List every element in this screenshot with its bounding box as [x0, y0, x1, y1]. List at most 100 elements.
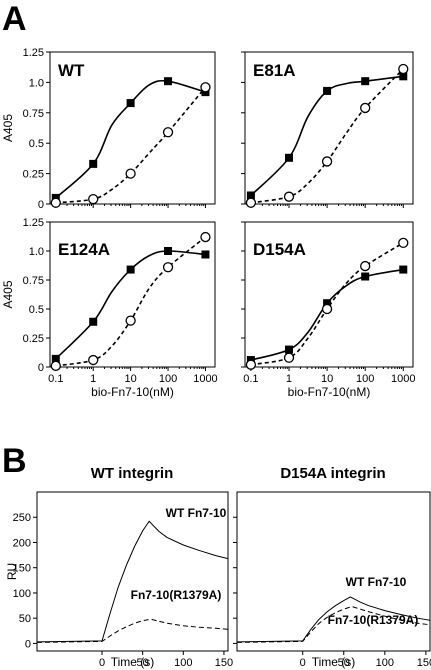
x-axis-label: Time (s)	[111, 655, 155, 669]
data-point-square	[399, 72, 408, 81]
y-tick-label: 0.25	[23, 333, 44, 345]
data-point-square	[284, 345, 293, 354]
y-tick-label: 0.5	[29, 304, 44, 316]
x-tick-label: 50	[137, 657, 149, 669]
y-tick-label: 1.25	[23, 217, 44, 229]
data-point-circle	[125, 168, 136, 179]
chart-1: 0 0.25 0.5 0.75 1.0 1.25 WT A405	[1, 47, 216, 211]
x-tick-label: 1000	[391, 373, 415, 385]
series-label: Fn7-10(R1379A)	[328, 613, 419, 627]
x-axis-label: bio-Fn7-10(nM)	[288, 385, 371, 399]
y-tick-label: 0	[38, 362, 44, 374]
plot-frame	[244, 221, 414, 368]
data-point-square	[323, 299, 332, 308]
data-point-circle	[162, 127, 174, 138]
x-tick-label: 0.1	[48, 373, 63, 385]
chart-5: 0 50 100 150 200 250 0 50 100 150 WT integrin RU Tim…	[5, 465, 233, 669]
data-point-square	[164, 77, 173, 86]
series-label: WT Fn7-10	[166, 506, 227, 520]
data-point-circle	[321, 303, 333, 315]
data-point-square	[246, 191, 255, 200]
series-line-2	[37, 618, 228, 643]
series-line-1	[55, 79, 206, 199]
x-tick-label: 150	[417, 657, 431, 669]
data-point-circle	[200, 231, 211, 243]
charts: 0 0.25 0.5 0.75 1.0 1.25 WT A405 E81A 0 0.25 0.5 0.7…	[1, 47, 431, 669]
x-tick-label: 1	[286, 373, 292, 385]
data-point-circle	[283, 191, 295, 202]
x-tick-label: 100	[376, 657, 394, 669]
y-tick-label: 0.25	[23, 169, 44, 181]
x-tick-label: 0	[99, 657, 105, 669]
data-point-circle	[50, 360, 61, 371]
data-point-circle	[125, 315, 136, 326]
data-point-circle	[245, 359, 257, 370]
x-tick-label: 0	[300, 657, 306, 669]
series-line-1	[237, 596, 430, 643]
series-line-1	[250, 268, 404, 361]
data-point-square	[89, 159, 98, 168]
data-point-square	[89, 317, 98, 326]
chart-title: D154A integrin	[280, 465, 385, 482]
x-tick-label: 10	[321, 373, 333, 385]
data-point-circle	[88, 193, 99, 205]
x-axis-label: Time (s)	[312, 655, 356, 669]
series-label: Fn7-10(R1379A)	[131, 588, 222, 602]
data-point-square	[361, 272, 370, 281]
data-point-square	[126, 265, 135, 274]
series-label: WT Fn7-10	[346, 575, 407, 589]
y-tick-label: 1.0	[29, 77, 44, 89]
y-tick-label: 150	[13, 563, 31, 575]
x-axis-label: bio-Fn7-10(nM)	[91, 385, 174, 399]
x-tick-label: 150	[215, 657, 233, 669]
data-point-circle	[360, 102, 371, 114]
chart-title: D154A	[253, 240, 306, 259]
chart-2: E81A	[241, 51, 414, 208]
x-tick-label: 100	[356, 373, 374, 385]
data-point-square	[361, 77, 370, 86]
y-tick-label: 0.75	[23, 275, 44, 287]
x-tick-label: 1000	[193, 373, 217, 385]
data-point-circle	[200, 82, 211, 93]
plot-frame	[49, 221, 216, 368]
x-tick-label: 10	[124, 373, 136, 385]
panel-letter-a: A	[2, 0, 27, 38]
series-line-2	[237, 606, 430, 643]
plot-frame	[236, 491, 431, 652]
x-tick-label: 50	[338, 657, 350, 669]
y-tick-label: 250	[13, 512, 31, 524]
y-axis-label: RU	[5, 563, 19, 580]
data-point-square	[201, 250, 210, 259]
data-point-square	[51, 354, 60, 363]
chart-title: E81A	[253, 61, 296, 80]
y-tick-label: 1.0	[29, 246, 44, 258]
y-axis-label: A405	[1, 280, 15, 308]
y-tick-label: 100	[13, 588, 31, 600]
data-point-circle	[398, 63, 409, 75]
data-point-circle	[245, 197, 257, 208]
data-point-circle	[283, 352, 295, 363]
data-point-circle	[88, 354, 99, 366]
data-point-circle	[398, 237, 409, 249]
plot-frame	[36, 491, 229, 652]
data-point-square	[126, 99, 135, 108]
chart-6: 0 50 100 150 D154A integrin Time (s) WT Fn7-10…	[233, 465, 431, 669]
data-point-circle	[321, 156, 333, 167]
plot-frame	[49, 51, 216, 205]
data-point-square	[323, 86, 332, 95]
panel-letter-b: B	[2, 442, 27, 480]
y-tick-label: 0	[25, 638, 31, 650]
y-tick-label: 200	[13, 537, 31, 549]
data-point-square	[164, 247, 173, 255]
y-tick-label: 50	[19, 613, 31, 625]
y-tick-label: 0.5	[29, 138, 44, 150]
data-point-circle	[360, 260, 371, 272]
data-point-square	[399, 265, 408, 274]
y-axis-label: A405	[1, 114, 15, 142]
x-tick-label: 100	[174, 657, 192, 669]
y-tick-label: 1.25	[23, 47, 44, 59]
chart-title: E124A	[58, 240, 110, 259]
y-tick-label: 0	[38, 199, 44, 211]
series-line-1	[37, 520, 228, 643]
plot-frame	[244, 51, 414, 205]
